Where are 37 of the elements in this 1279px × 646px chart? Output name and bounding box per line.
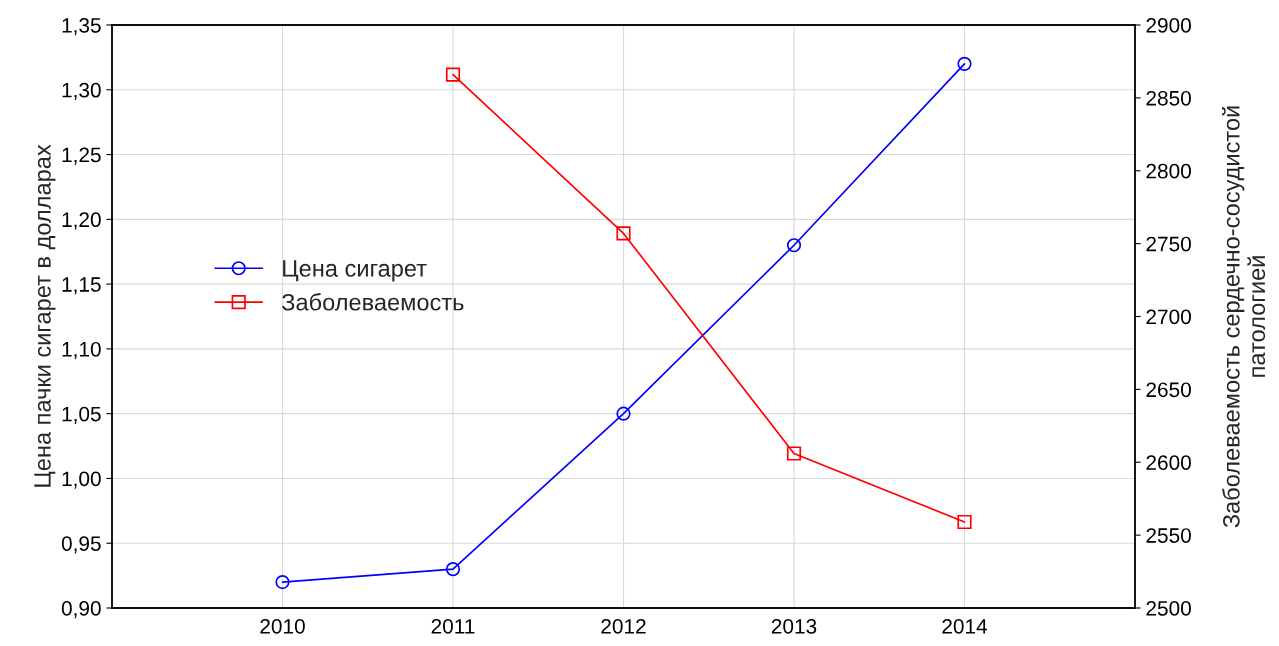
point (616, 226, 631, 241)
point (957, 514, 972, 530)
legend-label: Заболеваемость (281, 293, 464, 311)
y2-tick-label: 2750 (1146, 236, 1191, 252)
point (275, 575, 290, 590)
point (445, 67, 461, 82)
y2-tick-label: 2700 (1146, 309, 1191, 325)
x-tick-label: 2010 (260, 618, 305, 634)
point (445, 562, 461, 577)
y-tick-label: 1,30 (62, 82, 101, 100)
y-tick-label: 0,95 (61, 536, 101, 554)
x-tick-label: 2012 (601, 618, 646, 634)
point (786, 446, 802, 461)
point (786, 238, 802, 253)
x-tick-label: 2014 (942, 618, 988, 634)
y-tick-label: 1,35 (62, 18, 101, 36)
y-tick-label: 1,25 (62, 147, 101, 165)
y2-tick-label: 2500 (1146, 601, 1191, 616)
y2-tick-label: 2800 (1146, 163, 1191, 179)
y2-tick-label: 2850 (1146, 90, 1191, 106)
y2-tick-label: 2650 (1146, 382, 1191, 398)
y2-tick-label: 2600 (1146, 455, 1191, 470)
y-tick-label: 1,05 (62, 406, 101, 424)
y-tick-label: 1,20 (62, 212, 101, 230)
x-tick-label: 2013 (771, 618, 817, 634)
point (957, 56, 972, 71)
point (616, 406, 631, 421)
y-tick-label: 1,10 (62, 341, 101, 360)
y-tick-label: 1,00 (62, 471, 101, 489)
x-tick-label: 2011 (431, 618, 475, 634)
y2-tick-label: 2550 (1146, 528, 1191, 543)
y-tick-label: 0,90 (61, 601, 101, 619)
y2-axis-title: Заболеваемость сердечно-сосудистой патологией (1221, 106, 1266, 528)
legend-label: Цена сигарет (283, 260, 427, 282)
y2-tick-label: 2900 (1146, 18, 1191, 33)
y-tick-label: 1,15 (62, 277, 101, 295)
y-axis-title: Цена пачки сигарет в долларах (34, 144, 56, 487)
